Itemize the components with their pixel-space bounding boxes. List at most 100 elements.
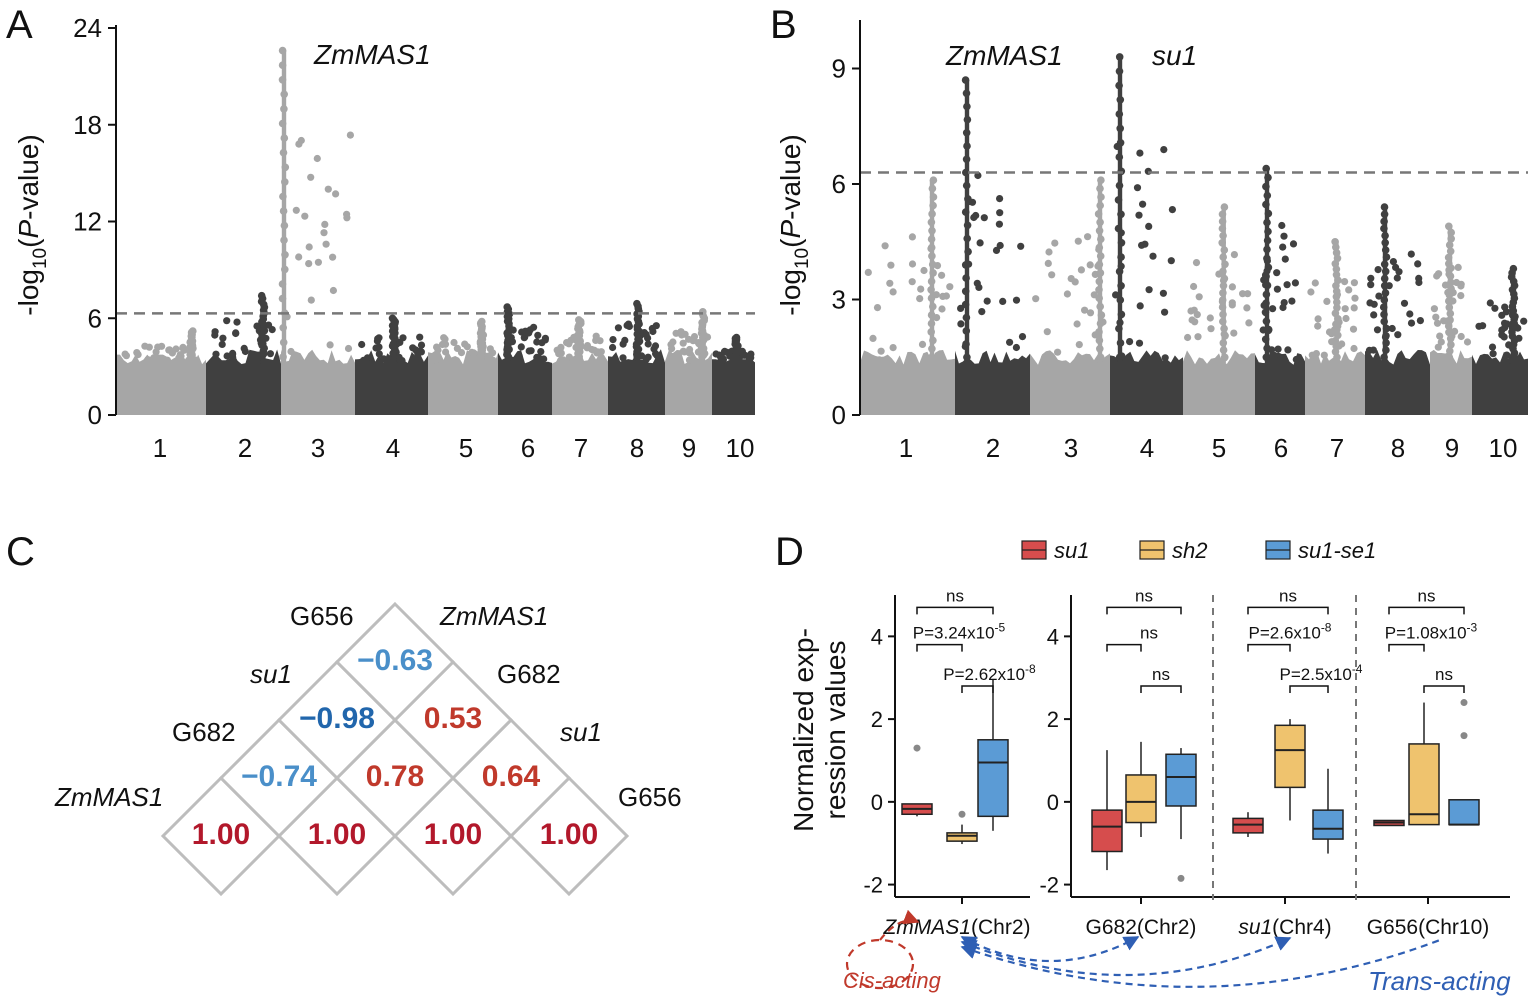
snp-point	[416, 333, 424, 341]
snp-point	[358, 340, 366, 349]
correlation-value: 1.00	[308, 818, 366, 851]
snp-point	[363, 354, 371, 362]
chrom-label-a-4: 4	[386, 433, 400, 463]
snp-point	[1349, 325, 1358, 333]
snp-point	[1406, 310, 1414, 318]
y-axis-label-d-line1: Normalized exp-	[788, 628, 819, 832]
snp-point	[324, 185, 332, 193]
snp-point	[521, 333, 529, 341]
sig-label: P=2.6x10-8	[1249, 621, 1332, 643]
snp-point	[1292, 355, 1300, 364]
snp-point	[1452, 278, 1461, 287]
snp-point	[329, 253, 337, 261]
snp-point	[996, 241, 1004, 250]
outlier-point	[958, 810, 966, 818]
snp-point	[537, 348, 545, 356]
snp-point	[569, 356, 577, 364]
snp-point	[1501, 324, 1509, 332]
snp-point	[144, 356, 152, 364]
group-label-su1: su1(Chr4)	[1238, 916, 1331, 939]
snp-point	[218, 340, 226, 348]
snp-point	[625, 322, 634, 330]
sig-bracket	[1106, 606, 1182, 615]
snp-point	[999, 297, 1007, 305]
trans-arrow-su1	[960, 936, 1292, 977]
box-su1-se1	[1448, 799, 1480, 826]
tri-left-su1: su1	[250, 659, 292, 689]
chrom-body-b-10	[1472, 350, 1528, 415]
snp-point	[1392, 263, 1400, 271]
correlation-cells: 1.00 1.00 1.00 1.00 −0.74 0.78 0.64 −0.98 0.53 −0…	[160, 601, 630, 897]
snp-point	[1341, 305, 1349, 313]
correlation-value: −0.63	[357, 644, 433, 677]
box-sh2	[1274, 724, 1306, 789]
y-tick-label-a-4: 24	[73, 13, 102, 43]
chrom-label-b-7: 7	[1330, 433, 1344, 463]
y-tick-label-d: 4	[871, 624, 883, 649]
snp-point	[344, 344, 353, 353]
sig-bracket	[1247, 643, 1291, 652]
snp-point	[1503, 351, 1511, 359]
cis-arrow	[879, 909, 920, 941]
snp-point	[555, 350, 563, 358]
legend-label-su1-se1: su1-se1	[1298, 538, 1376, 563]
chrom-label-a-6: 6	[521, 433, 535, 463]
snp-point	[1367, 281, 1375, 289]
snp-point	[1086, 309, 1095, 317]
snp-point	[1190, 306, 1198, 314]
snp-point	[1284, 346, 1292, 354]
snp-point	[1457, 292, 1465, 300]
correlation-value: 1.00	[540, 818, 598, 851]
snp-point	[957, 320, 965, 328]
chrom-label-a-5: 5	[459, 433, 473, 463]
snp-point	[1328, 330, 1336, 338]
trans-acting-label: Trans-acting	[1368, 966, 1511, 996]
snp-point	[1141, 240, 1149, 248]
chrom-label-b-4: 4	[1140, 433, 1154, 463]
snp-point	[920, 266, 928, 275]
snp-point	[1074, 237, 1082, 245]
sig-bracket	[1388, 643, 1425, 652]
box-su1	[1232, 817, 1264, 834]
box-su1-se1	[1165, 753, 1197, 807]
snp-point	[470, 354, 479, 362]
snp-point	[908, 278, 916, 286]
tri-top-right-zmmas1: ZmMAS1	[439, 601, 548, 631]
snp-point	[723, 348, 731, 356]
snp-point	[1244, 290, 1252, 298]
sig-bracket	[1388, 606, 1465, 615]
snp-point	[942, 292, 951, 300]
snp-peak-column	[1117, 56, 1123, 415]
snp-point	[1239, 290, 1247, 298]
snp-point	[1073, 320, 1081, 328]
snp-point	[1161, 308, 1169, 316]
chrom-label-b-8: 8	[1391, 433, 1405, 463]
snp-point	[1206, 314, 1214, 322]
snp-point	[887, 261, 895, 269]
correlation-value: 0.64	[482, 760, 541, 793]
y-tick-label-a-2: 12	[73, 207, 102, 237]
box-sh2	[1125, 774, 1157, 824]
snp-point	[1491, 304, 1499, 312]
snp-point	[1006, 338, 1014, 346]
chrom-label-a-3: 3	[311, 433, 325, 463]
tri-left-zmmas1: ZmMAS1	[54, 782, 163, 812]
snp-point	[567, 336, 575, 344]
snp-peak-column	[1510, 268, 1516, 415]
snp-peak-column	[479, 321, 485, 415]
snp-point	[1486, 299, 1494, 307]
snp-point	[1032, 295, 1040, 303]
snp-point	[1230, 251, 1238, 259]
snp-point	[1126, 338, 1134, 346]
chrom-label-a-7: 7	[574, 433, 588, 463]
snp-point	[970, 213, 978, 222]
chrom-body-a-4	[355, 350, 428, 415]
peak-label-zmmas1-a: ZmMAS1	[313, 39, 431, 70]
ld-correlation-triangle: 1.00 1.00 1.00 1.00 −0.74 0.78 0.64 −0.98 0.53 −0…	[54, 601, 682, 897]
snp-point	[1479, 322, 1487, 330]
snp-point	[1307, 288, 1315, 296]
snp-point	[992, 246, 1001, 254]
snp-point	[1367, 274, 1375, 282]
snp-point	[642, 355, 650, 364]
